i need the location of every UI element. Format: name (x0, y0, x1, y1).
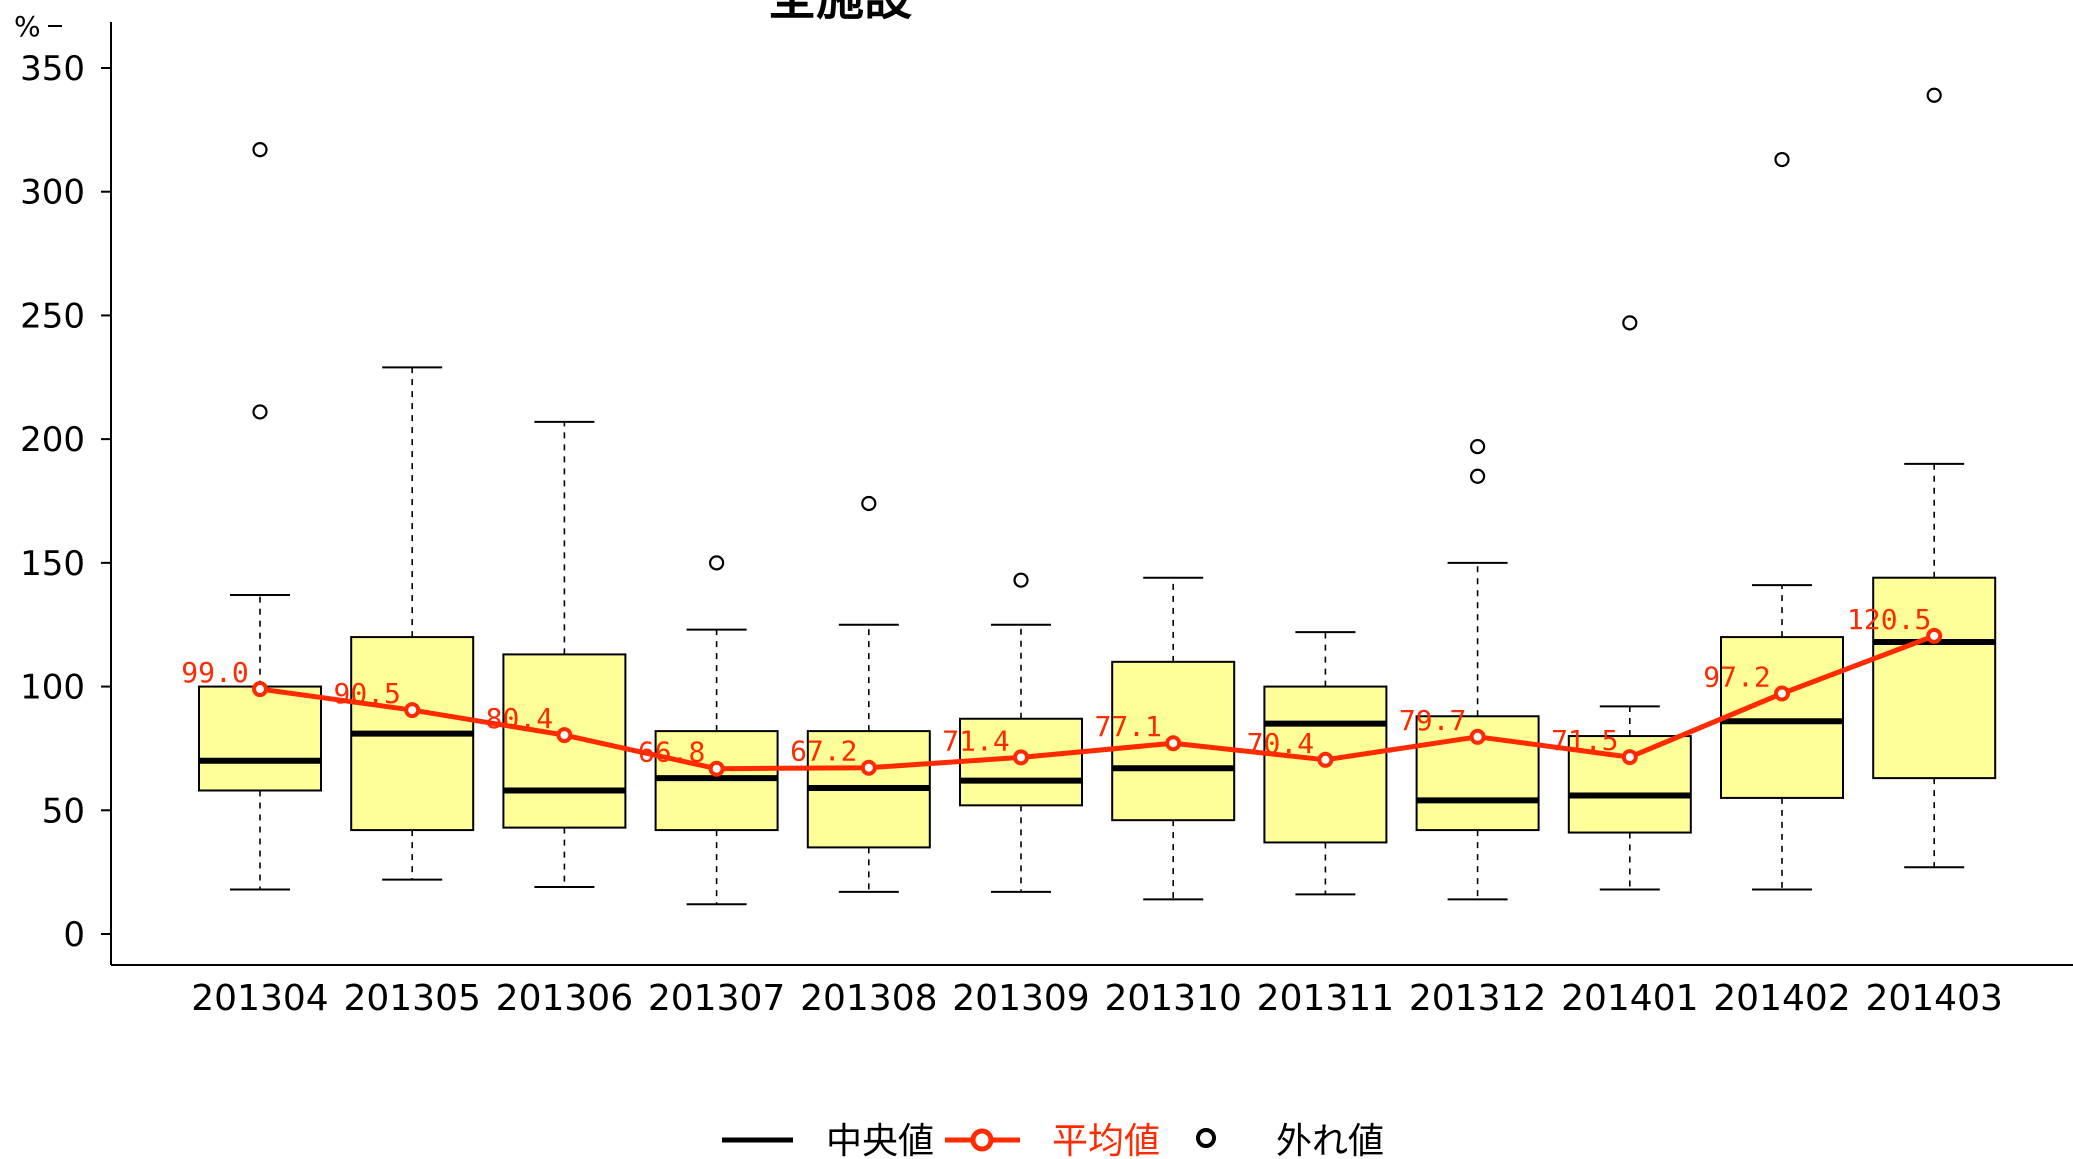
outlier-point (252, 404, 268, 420)
x-tick-label: 201311 (1257, 978, 1394, 1019)
mean-point (1165, 735, 1182, 752)
y-tick-label: 300 (20, 173, 85, 213)
box-iqr (1720, 636, 1844, 799)
mean-line (259, 633, 1936, 772)
y-tick-label: 150 (20, 544, 85, 584)
legend: 中央値 平均値 外れ値 (722, 1121, 1384, 1159)
x-tick-label: 201307 (648, 978, 785, 1019)
legend-outlier-marker (1196, 1128, 1216, 1148)
x-tick-label: 201310 (1104, 978, 1241, 1019)
outlier-point (708, 555, 725, 571)
x-tick-label: 201312 (1409, 978, 1546, 1019)
x-tick-label: 201308 (800, 978, 937, 1019)
mean-label: 71.5 (1551, 724, 1618, 757)
legend-median-label: 中央値 (826, 1121, 934, 1159)
outlier-point (1469, 468, 1486, 484)
box-iqr (198, 685, 322, 792)
outlier-point (252, 142, 268, 158)
x-tick-label: 201306 (496, 978, 633, 1019)
y-axis-label: % (14, 10, 41, 43)
x-tick-label: 201402 (1713, 978, 1850, 1019)
mean-label: 99.0 (181, 656, 248, 689)
x-tick-label: 201403 (1865, 978, 2002, 1019)
mean-label: 77.1 (1094, 710, 1161, 743)
box-201403 (1872, 87, 1997, 869)
mean-point (1317, 751, 1334, 768)
box-201402 (1720, 151, 1844, 891)
mean-point (1013, 749, 1029, 766)
mean-label: 66.8 (638, 736, 705, 769)
legend-mean-label: 平均値 (1052, 1121, 1160, 1159)
mean-point (708, 760, 725, 777)
outlier-point (1013, 572, 1029, 588)
mean-point (1926, 627, 1943, 644)
box-201308 (806, 495, 931, 893)
mean-point (404, 702, 421, 719)
x-tick-label: 201304 (191, 978, 328, 1019)
mean-label: 90.5 (333, 677, 400, 710)
mean-label: 97.2 (1703, 660, 1770, 693)
outlier-point (1774, 151, 1790, 168)
box-201401 (1567, 315, 1692, 891)
y-tick-label: 50 (42, 791, 85, 831)
y-tick-label: 350 (20, 49, 85, 89)
x-tick-label: 201401 (1561, 978, 1698, 1019)
outlier-point (1622, 315, 1638, 331)
box-201305 (350, 366, 475, 881)
outlier-point (861, 495, 877, 512)
mean-point (1469, 728, 1486, 745)
legend-outlier-label: 外れ値 (1276, 1121, 1384, 1159)
y-tick-label: 0 (63, 915, 85, 955)
outlier-point (1926, 87, 1942, 103)
mean-point (1774, 685, 1790, 702)
x-tick-label: 201305 (343, 978, 480, 1019)
mean-label: 120.5 (1847, 603, 1931, 636)
box-iqr (1872, 576, 1997, 780)
chart-title: 全施設 (767, 0, 912, 26)
box-201304 (198, 142, 322, 891)
plot-area: 0 50 100 150 200 250 300 350 201304 201305 201306 2… (20, 22, 2073, 1019)
box-201312 (1415, 438, 1540, 901)
mean-label: 70.4 (1247, 727, 1314, 760)
mean-label: 80.4 (486, 702, 553, 735)
mean-label: 71.4 (942, 724, 1009, 757)
mean-label: 67.2 (790, 735, 857, 768)
mean-point (860, 759, 877, 776)
mean-point (556, 727, 573, 744)
mean-point (252, 681, 268, 698)
mean-point (1621, 749, 1638, 766)
y-tick-label: 250 (20, 296, 85, 336)
legend-mean-marker (970, 1128, 994, 1152)
x-tick-label: 201309 (952, 978, 1089, 1019)
y-tick-label: 200 (20, 420, 85, 460)
mean-label: 79.7 (1399, 704, 1466, 737)
box-201307 (654, 555, 779, 906)
box-201306 (502, 420, 627, 888)
outlier-point (1469, 438, 1486, 455)
y-tick-label: 100 (20, 668, 85, 708)
